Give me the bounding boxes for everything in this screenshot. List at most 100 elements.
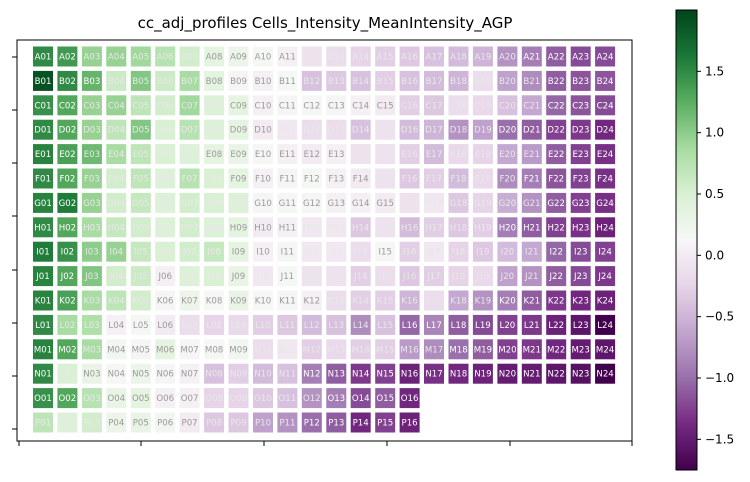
heatmap-cell [33,241,53,262]
cell-label: H13 [328,223,345,233]
heatmap-cell [106,217,127,238]
cell-label: I03 [85,248,98,258]
heatmap-cell [424,192,444,213]
cell-label: L24 [597,321,613,331]
heatmap-cell [595,363,616,384]
heatmap-cell [130,388,151,409]
heatmap-cell [448,95,469,116]
heatmap-cell [57,119,78,140]
cell-label: F06 [157,175,173,185]
cell-label: K06 [157,297,174,307]
heatmap-cell [375,95,396,116]
heatmap-cell [228,388,249,409]
cell-label: J10 [255,272,269,282]
cell-label: I17 [427,248,440,258]
heatmap-cell [595,168,616,189]
cell-label: A14 [352,53,369,63]
heatmap-cell [424,266,444,287]
cell-label: F11 [279,175,295,185]
heatmap-cell [399,290,420,311]
heatmap-cell [399,46,420,67]
cell-label: N10 [254,370,271,380]
heatmap-cell [570,217,591,238]
heatmap-cell [253,95,273,116]
heatmap-cell [253,241,273,262]
heatmap-cell [424,290,444,311]
cell-label: L22 [548,321,564,331]
heatmap-cell [595,46,616,67]
heatmap-cell [375,70,396,91]
cell-label: K21 [524,297,541,307]
heatmap-cell [326,339,347,360]
heatmap-cell [546,363,567,384]
heatmap-cell [424,339,444,360]
heatmap-cell [57,217,78,238]
cell-label: L19 [475,321,491,331]
cell-label: J12 [304,272,318,282]
heatmap-cell [33,217,53,238]
cell-label: P03 [84,419,100,429]
cell-label: A12 [303,53,320,63]
cell-label: C03 [83,101,100,111]
cell-label: O15 [376,394,394,404]
cell-label: K14 [352,297,369,307]
cell-label: C14 [352,101,369,111]
heatmap-cell [472,119,493,140]
cell-label: P14 [353,419,369,429]
heatmap-cell [155,144,176,165]
heatmap-cell [204,339,225,360]
cell-label: A15 [377,53,394,63]
colorbar-tick-label: −0.5 [705,310,734,324]
heatmap-cell [570,95,591,116]
heatmap-cell [130,144,151,165]
cell-label: C20 [499,101,516,111]
heatmap-cell [155,339,176,360]
heatmap-cell [33,192,53,213]
cell-label: I07 [183,248,196,258]
cell-label: C22 [548,101,565,111]
heatmap-cell [595,192,616,213]
cell-label: I05 [134,248,147,258]
heatmap-cell [497,119,518,140]
cell-label: B07 [181,77,198,87]
heatmap-cell [253,388,273,409]
cell-label: D19 [474,126,492,136]
heatmap-cell [301,95,322,116]
heatmap-cell [228,192,249,213]
heatmap-cell [424,144,444,165]
heatmap-cell [277,70,298,91]
heatmap-cell [399,168,420,189]
cell-label: G22 [547,199,565,209]
cell-label: K05 [133,297,150,307]
heatmap-cell [326,363,347,384]
cell-label: A17 [426,53,443,63]
cell-label: M23 [572,345,590,355]
cell-label: M14 [352,345,370,355]
cell-label: K07 [181,297,198,307]
heatmap-cell [106,168,127,189]
cell-label: B09 [230,77,247,87]
cell-label: E04 [108,150,124,160]
cell-label: H04 [108,223,125,233]
cell-label: A07 [181,53,198,63]
heatmap-cell [81,290,102,311]
cell-label: K13 [328,297,345,307]
cell-label: D13 [328,126,346,136]
heatmap-cell [130,168,151,189]
cell-label: M11 [278,345,296,355]
heatmap-cell [350,70,371,91]
heatmap-cell [301,339,322,360]
heatmap-cell [595,119,616,140]
cell-label: L04 [108,321,124,331]
heatmap-cell [130,339,151,360]
cell-label: M20 [498,345,516,355]
cell-label: K11 [279,297,296,307]
heatmap-cell [228,70,249,91]
colorbar-tick-label: 1.0 [705,126,724,140]
cell-label: G05 [132,199,150,209]
heatmap-cell [253,314,273,335]
cell-label: A03 [83,53,100,63]
heatmap-cell [106,192,127,213]
cell-label: M17 [425,345,443,355]
cell-label: A16 [401,53,418,63]
